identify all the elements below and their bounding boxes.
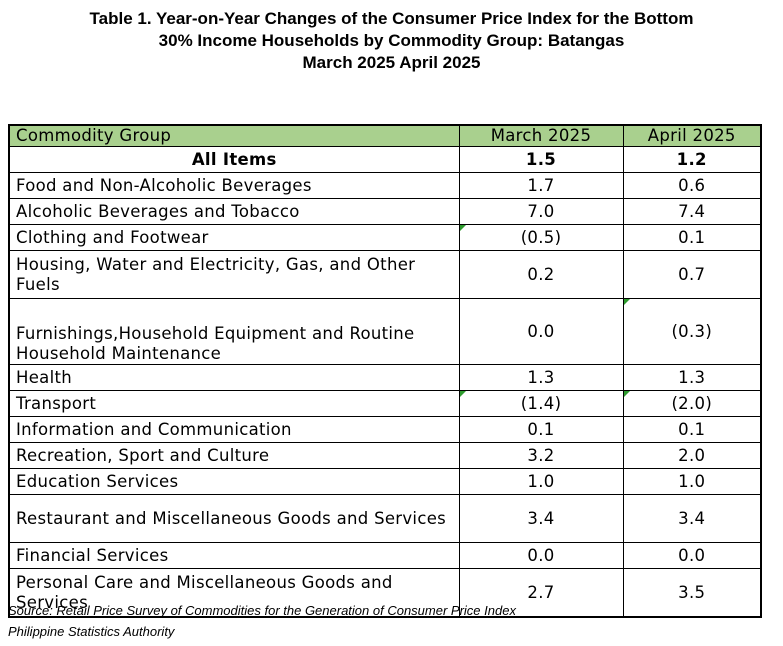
row-label: Transport — [8, 390, 460, 417]
title-line-3: March 2025 April 2025 — [302, 53, 481, 72]
row-label: Information and Communication — [8, 416, 460, 443]
march-value: 3.4 — [458, 494, 624, 543]
table-row: Financial Services 0.0 0.0 — [8, 542, 762, 569]
row-label: All Items — [8, 146, 460, 173]
march-value: 1.7 — [458, 172, 624, 199]
header-commodity-group: Commodity Group — [8, 124, 460, 147]
table-title: Table 1. Year-on-Year Changes of the Con… — [0, 8, 783, 74]
march-value: 0.0 — [458, 298, 624, 365]
table-row: Furnishings,Household Equipment and Rout… — [8, 298, 762, 365]
row-label: Education Services — [8, 468, 460, 495]
row-label: Housing, Water and Electricity, Gas, and… — [8, 250, 460, 299]
table-header-row: Commodity Group March 2025 April 2025 — [8, 124, 762, 147]
march-value: 0.1 — [458, 416, 624, 443]
table-row: Health 1.3 1.3 — [8, 364, 762, 391]
table-row: Housing, Water and Electricity, Gas, and… — [8, 250, 762, 299]
header-april-2025: April 2025 — [622, 124, 762, 147]
table-row: Clothing and Footwear (0.5) 0.1 — [8, 224, 762, 251]
april-value: 1.3 — [622, 364, 762, 391]
row-label: Food and Non-Alcoholic Beverages — [8, 172, 460, 199]
source-note: Source: Retail Price Survey of Commoditi… — [8, 600, 516, 642]
march-value: 7.0 — [458, 198, 624, 225]
row-label: Clothing and Footwear — [8, 224, 460, 251]
april-value: 3.5 — [622, 568, 762, 618]
table-row: Education Services 1.0 1.0 — [8, 468, 762, 495]
table-row: Recreation, Sport and Culture 3.2 2.0 — [8, 442, 762, 469]
march-value: 0.2 — [458, 250, 624, 299]
march-value: 1.5 — [458, 146, 624, 173]
march-value: 3.2 — [458, 442, 624, 469]
title-line-2: 30% Income Households by Commodity Group… — [158, 31, 625, 50]
april-value: 0.1 — [622, 416, 762, 443]
april-value: (2.0) — [622, 390, 762, 417]
table-row: Restaurant and Miscellaneous Goods and S… — [8, 494, 762, 543]
row-label: Recreation, Sport and Culture — [8, 442, 460, 469]
table-row: All Items 1.5 1.2 — [8, 146, 762, 173]
march-value: 0.0 — [458, 542, 624, 569]
row-label: Alcoholic Beverages and Tobacco — [8, 198, 460, 225]
table-row: Information and Communication 0.1 0.1 — [8, 416, 762, 443]
row-label: Restaurant and Miscellaneous Goods and S… — [8, 494, 460, 543]
april-value: 0.6 — [622, 172, 762, 199]
row-label: Health — [8, 364, 460, 391]
table-row: Alcoholic Beverages and Tobacco 7.0 7.4 — [8, 198, 762, 225]
april-value: 7.4 — [622, 198, 762, 225]
row-label: Furnishings,Household Equipment and Rout… — [8, 298, 460, 365]
april-value: (0.3) — [622, 298, 762, 365]
march-value: 1.3 — [458, 364, 624, 391]
table-row: Personal Care and Miscellaneous Goods an… — [8, 568, 762, 618]
april-value: 0.0 — [622, 542, 762, 569]
source-line-1: Source: Retail Price Survey of Commoditi… — [8, 603, 516, 618]
april-value: 0.7 — [622, 250, 762, 299]
source-line-2: Philippine Statistics Authority — [8, 624, 175, 639]
april-value: 3.4 — [622, 494, 762, 543]
april-value: 0.1 — [622, 224, 762, 251]
march-value: (1.4) — [458, 390, 624, 417]
april-value: 1.2 — [622, 146, 762, 173]
title-line-1: Table 1. Year-on-Year Changes of the Con… — [89, 9, 694, 28]
table-row: Food and Non-Alcoholic Beverages 1.7 0.6 — [8, 172, 762, 199]
april-value: 2.0 — [622, 442, 762, 469]
row-label: Personal Care and Miscellaneous Goods an… — [8, 568, 460, 618]
row-label: Financial Services — [8, 542, 460, 569]
april-value: 1.0 — [622, 468, 762, 495]
march-value: 2.7 — [458, 568, 624, 618]
header-march-2025: March 2025 — [458, 124, 624, 147]
march-value: (0.5) — [458, 224, 624, 251]
table-row: Transport (1.4) (2.0) — [8, 390, 762, 417]
cpi-table: Commodity Group March 2025 April 2025 Al… — [8, 124, 762, 618]
march-value: 1.0 — [458, 468, 624, 495]
